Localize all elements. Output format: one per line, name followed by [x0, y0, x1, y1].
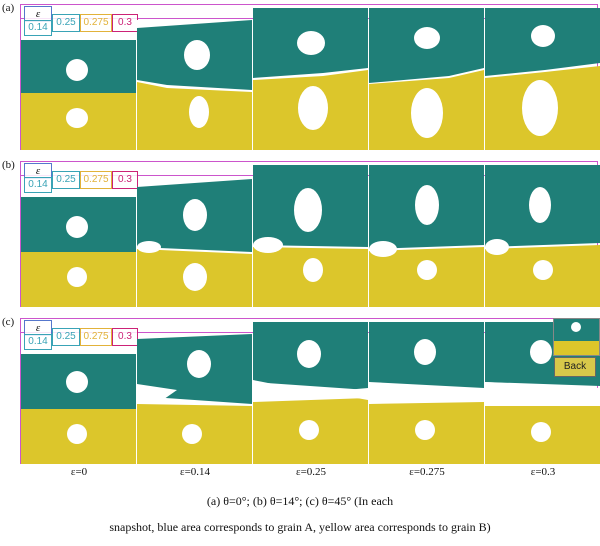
- figure-row-c: (c) ε 0.14 0.25 0.275 0.3: [0, 314, 600, 464]
- snapshot-c-1: [137, 334, 252, 464]
- snapshot-a-1: [137, 20, 252, 150]
- snapshot-c-3: [369, 322, 484, 464]
- back-button[interactable]: Back: [554, 357, 596, 377]
- snapshot-b-1: [137, 177, 252, 307]
- snapshot-b-3: [369, 165, 484, 307]
- snapshot-b-0: [21, 197, 136, 307]
- figure-row-a: (a) ε 0.14 0.25 0.275 0.3: [0, 0, 600, 150]
- snapshot-b-2: [253, 165, 368, 307]
- row-label-a: (a): [2, 2, 15, 14]
- row-label-c: (c): [2, 316, 15, 328]
- legend-03-c: 0.3: [112, 328, 138, 346]
- frame-left-b: [20, 161, 21, 307]
- snapshot-c-0: [21, 354, 136, 464]
- legend-03-b: 0.3: [112, 171, 138, 189]
- legend-0275-c: 0.275: [80, 328, 112, 346]
- frame-top-b: [20, 161, 598, 162]
- frame-top-a: [20, 4, 598, 5]
- strain-label-4: ε=0.3: [530, 466, 556, 478]
- figure-row-b: (b) ε 0.14 0.25 0.275 0.3: [0, 157, 600, 307]
- strain-label-3: ε=0.275: [409, 466, 445, 478]
- row-label-b: (b): [2, 159, 15, 171]
- snapshot-b-4: [485, 165, 600, 307]
- snapshot-a-3: [369, 8, 484, 150]
- snapshot-a-0: [21, 40, 136, 150]
- snapshot-c-2: [253, 322, 368, 464]
- figure-caption-line-2: snapshot, blue area corresponds to grain…: [109, 520, 491, 534]
- snapshot-a-4: [485, 8, 600, 150]
- strain-label-2: ε=0.25: [295, 466, 327, 478]
- strain-label-0: ε=0: [70, 466, 88, 478]
- figure-caption-line-1: (a) θ=0°; (b) θ=14°; (c) θ=45° (In each: [206, 494, 394, 508]
- legend-0275-a: 0.275: [80, 14, 112, 32]
- legend-025-c: 0.25: [52, 328, 80, 346]
- legend-03-a: 0.3: [112, 14, 138, 32]
- strain-legend-b: ε 0.14 0.25 0.275 0.3: [24, 163, 164, 193]
- frame-top-c: [20, 318, 598, 319]
- frame-left-a: [20, 4, 21, 150]
- strain-legend-a: ε 0.14 0.25 0.275 0.3: [24, 6, 164, 36]
- strain-label-1: ε=0.14: [179, 466, 211, 478]
- strain-legend-c: ε 0.14 0.25 0.275 0.3: [24, 320, 164, 350]
- snapshot-a-2: [253, 8, 368, 150]
- legend-0275-b: 0.275: [80, 171, 112, 189]
- legend-025-a: 0.25: [52, 14, 80, 32]
- frame-left-c: [20, 318, 21, 464]
- strain-label-row: ε=0 ε=0.14 ε=0.25 ε=0.275 ε=0.3: [0, 466, 600, 484]
- legend-014-a: 0.14: [24, 20, 52, 36]
- inset-thumbnail: [553, 318, 600, 356]
- legend-025-b: 0.25: [52, 171, 80, 189]
- legend-014-c: 0.14: [24, 334, 52, 350]
- legend-014-b: 0.14: [24, 177, 52, 193]
